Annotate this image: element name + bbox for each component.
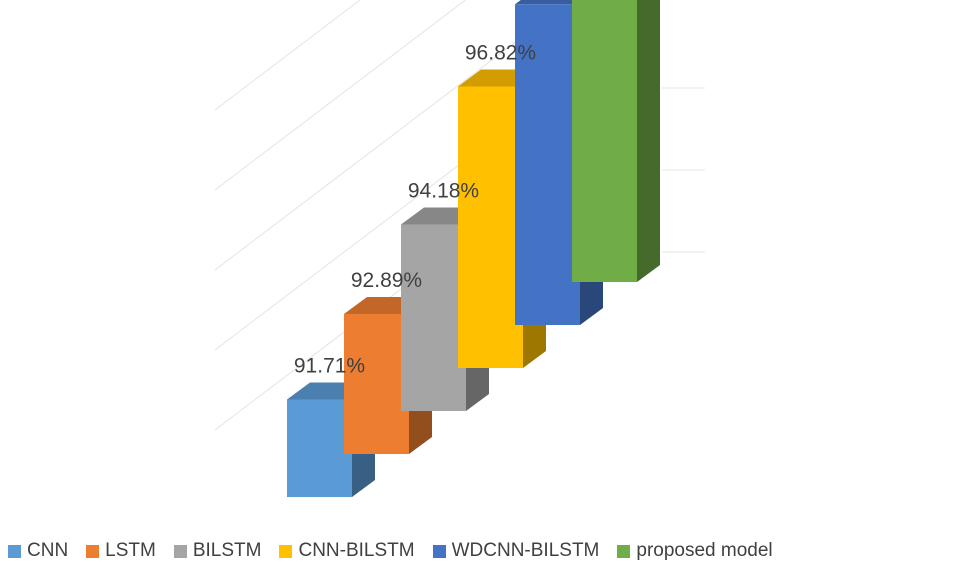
legend-swatch — [279, 544, 293, 558]
bar-proposed-model — [572, 0, 660, 282]
legend-label: LSTM — [105, 540, 156, 561]
bar-front-lstm — [344, 313, 409, 454]
legend-label: CNN — [27, 540, 69, 561]
gridline — [214, 0, 467, 191]
legend-swatch — [173, 544, 187, 558]
bar-front-cnn — [287, 399, 352, 497]
bar-side-proposed-model — [637, 0, 660, 282]
gridline — [214, 0, 572, 271]
legend-item-lstm: LSTM — [86, 540, 156, 562]
legend-item-cnn-bilstm: CNN-BILSTM — [279, 540, 415, 562]
legend: CNN LSTM BILSTM CNN-BILSTM WDCNN-BILSTM propo… — [0, 536, 955, 566]
bar-top-wdcnn-bilstm — [515, 0, 586, 5]
value-label-bilstm: 94.18% — [408, 180, 479, 203]
legend-swatch — [86, 544, 100, 558]
legend-label: CNN-BILSTM — [298, 540, 415, 561]
legend-swatch — [432, 544, 446, 558]
legend-label: BILSTM — [192, 540, 262, 561]
gridline — [214, 0, 361, 111]
legend-label: proposed model — [636, 540, 773, 561]
legend-item-cnn: CNN — [8, 540, 68, 562]
bar-front-bilstm — [401, 224, 466, 411]
value-label-lstm: 92.89% — [351, 269, 422, 292]
bar-front-proposed-model — [572, 0, 637, 282]
legend-swatch — [617, 544, 631, 558]
legend-swatch — [8, 544, 21, 558]
accuracy-3d-bar-chart: 91.71%92.89%94.18%96.82%97.91%99.11% — [214, 0, 705, 497]
legend-item-bilstm: BILSTM — [173, 540, 262, 562]
value-label-cnn-bilstm: 96.82% — [465, 41, 536, 64]
value-label-cnn: 91.71% — [294, 354, 365, 377]
legend-label: WDCNN-BILSTM — [451, 540, 600, 561]
bar-front-cnn-bilstm — [458, 86, 523, 368]
bar-front-wdcnn-bilstm — [515, 4, 580, 326]
bars — [287, 0, 660, 497]
legend-item-wdcnn-bilstm: WDCNN-BILSTM — [432, 540, 600, 562]
legend-item-proposed-model: proposed model — [617, 540, 773, 562]
value-labels: 91.71%92.89%94.18%96.82%97.91%99.11% — [294, 41, 536, 377]
